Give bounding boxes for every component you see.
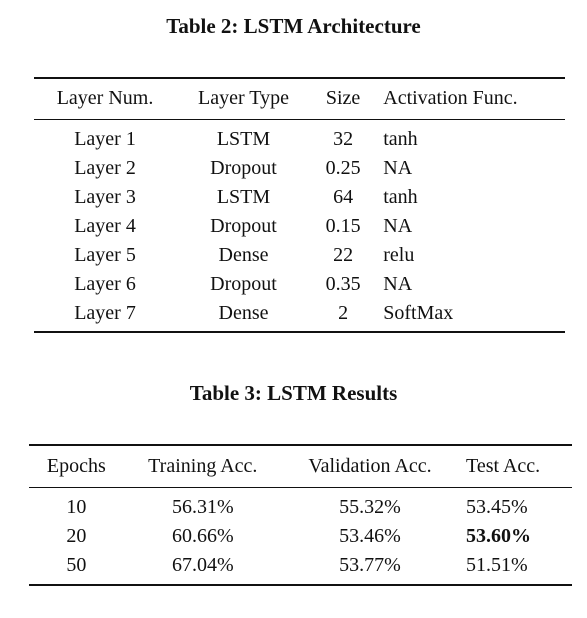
cell-activation: tanh [383,186,418,208]
cell-layer-num: Layer 1 [74,128,136,151]
col-header-validation-acc: Validation Acc. [281,445,459,488]
cell-activation: relu [383,244,415,266]
cell-layer-type: LSTM [216,186,271,208]
cell-test-acc-best: 53.60% [466,525,532,547]
cell-size: 64 [333,186,354,208]
lstm-architecture-table: Layer Num. Layer Type Size Activation Fu… [34,77,565,333]
cell-activation: tanh [383,128,418,151]
cell-validation-acc: 53.46% [339,525,401,547]
cell-test-acc: 53.45% [466,496,528,519]
cell-epochs: 50 [66,554,87,576]
cell-layer-type: Dropout [210,215,277,237]
cell-size: 0.25 [325,157,361,179]
table3-caption: Table 3: LSTM Results [189,381,398,405]
cell-size: 32 [333,128,354,151]
table-header-row: Layer Num. Layer Type Size Activation Fu… [34,78,565,120]
table-row: Layer 6 Dropout 0.35 NA [34,270,565,299]
cell-layer-type: LSTM [216,128,271,151]
cell-training-acc: 67.04% [171,554,234,576]
cell-layer-num: Layer 6 [74,273,136,295]
cell-layer-type: Dense [218,301,269,324]
table-row: 10 56.31% 55.32% 53.45% [29,487,572,522]
cell-layer-type: Dense [218,244,269,266]
cell-size: 22 [333,244,354,266]
col-header-layer-num: Layer Num. [34,78,177,120]
lstm-results-table: Epochs Training Acc. Validation Acc. Tes… [29,444,572,586]
cell-epochs: 10 [66,496,87,519]
table-row: Layer 4 Dropout 0.15 NA [34,212,565,241]
table-row: 50 67.04% 53.77% 51.51% [29,551,572,585]
table-row: 20 60.66% 53.46% 53.60% [29,522,572,551]
col-header-layer-type: Layer Type [176,78,311,120]
cell-validation-acc: 55.32% [339,496,401,519]
cell-layer-num: Layer 4 [74,215,136,237]
col-header-activation: Activation Func. [375,78,565,120]
table-row: Layer 3 LSTM 64 tanh [34,183,565,212]
cell-training-acc: 60.66% [171,525,234,547]
col-header-test-acc: Test Acc. [458,445,572,488]
cell-activation: SoftMax [383,301,454,324]
cell-training-acc: 56.31% [171,496,234,519]
cell-layer-num: Layer 7 [74,301,136,324]
table-row: Layer 5 Dense 22 relu [34,241,565,270]
cell-activation: NA [383,215,413,237]
cell-layer-num: Layer 2 [74,157,136,179]
cell-activation: NA [383,273,413,295]
col-header-epochs: Epochs [29,445,124,488]
cell-size: 0.15 [325,215,361,237]
table2-caption: Table 2: LSTM Architecture [166,14,421,38]
cell-layer-num: Layer 5 [74,244,136,266]
cell-validation-acc: 53.77% [339,554,401,576]
table-row: Layer 2 Dropout 0.25 NA [34,154,565,183]
cell-size: 2 [338,301,349,324]
col-header-size: Size [310,78,376,120]
col-header-training-acc: Training Acc. [123,445,282,488]
table-row: Layer 7 Dense 2 SoftMax [34,299,565,332]
cell-layer-num: Layer 3 [74,186,136,208]
table-row: Layer 1 LSTM 32 tanh [34,119,565,154]
cell-size: 0.35 [325,273,361,295]
table-header-row: Epochs Training Acc. Validation Acc. Tes… [29,445,572,488]
cell-activation: NA [383,157,413,179]
cell-epochs: 20 [66,525,87,547]
cell-layer-type: Dropout [210,157,277,179]
cell-layer-type: Dropout [210,273,277,295]
cell-test-acc: 51.51% [466,554,528,576]
